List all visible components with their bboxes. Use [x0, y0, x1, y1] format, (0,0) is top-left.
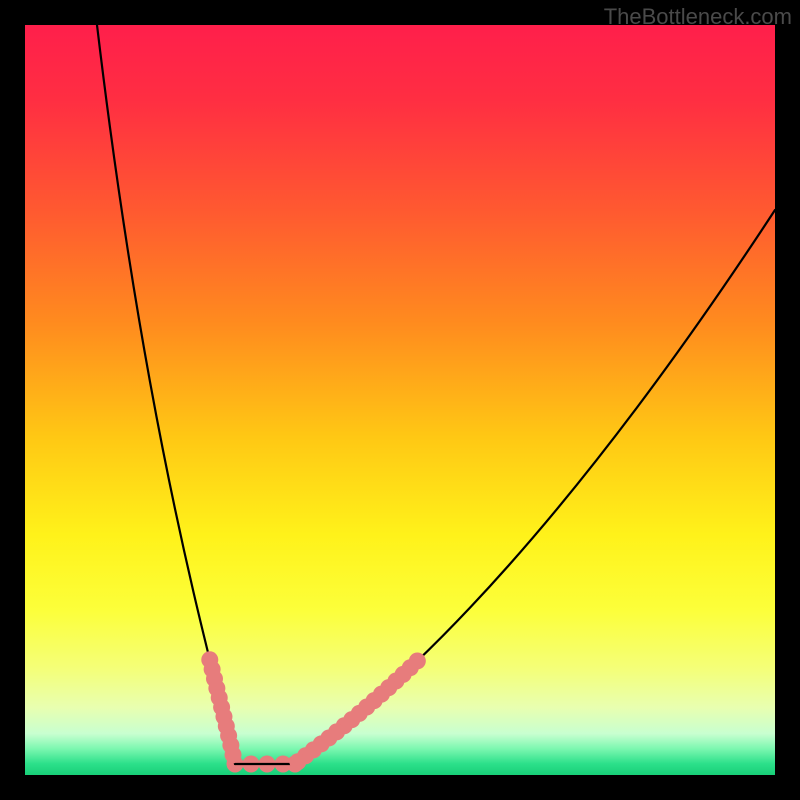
marker-dot — [225, 746, 242, 763]
watermark-text: TheBottleneck.com — [604, 4, 792, 30]
gradient-background — [25, 25, 775, 775]
plot-svg — [0, 0, 800, 800]
chart-container: TheBottleneck.com — [0, 0, 800, 800]
marker-dot — [289, 753, 306, 770]
